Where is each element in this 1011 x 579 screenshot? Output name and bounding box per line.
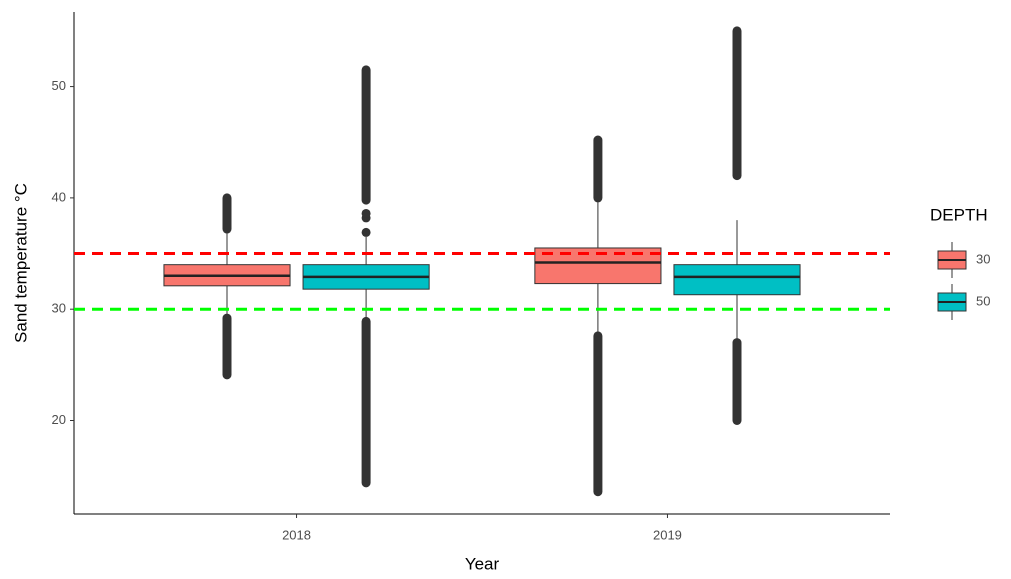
x-tick-label: 2018 (282, 527, 311, 542)
y-tick-label: 50 (52, 78, 66, 93)
x-axis-label: Year (465, 554, 500, 573)
y-tick-label: 30 (52, 301, 66, 316)
outlier (361, 208, 371, 218)
x-tick-label: 2019 (653, 527, 682, 542)
outlier (361, 227, 371, 237)
legend-label: 50 (976, 293, 990, 308)
legend-title: DEPTH (930, 205, 988, 224)
y-tick-label: 40 (52, 189, 66, 204)
legend-label: 30 (976, 251, 990, 266)
y-tick-label: 20 (52, 412, 66, 427)
y-axis-label: Sand temperature °C (11, 183, 30, 343)
box (673, 264, 801, 296)
